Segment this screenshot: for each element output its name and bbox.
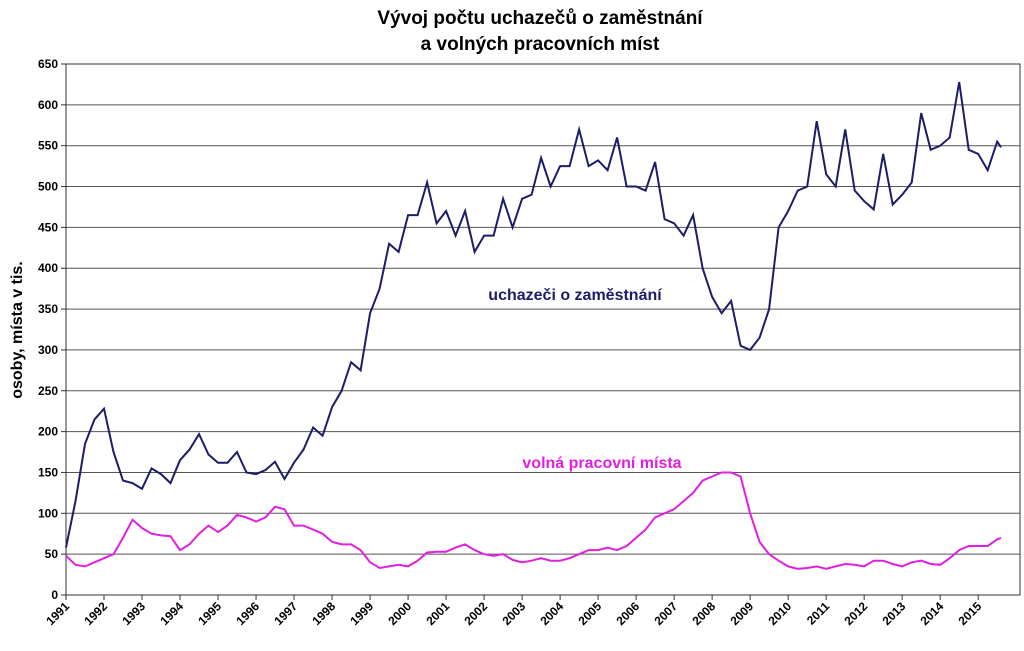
y-tick-label: 50 (45, 547, 59, 561)
y-tick-label: 550 (38, 139, 58, 153)
x-tick-label: 1991 (43, 599, 72, 628)
x-tick-label: 2015 (956, 599, 985, 628)
series-line (65, 81, 1002, 548)
x-tick-label: 1992 (81, 599, 110, 628)
chart-title: a volných pracovních míst (421, 34, 660, 55)
y-tick-label: 200 (38, 425, 58, 439)
y-axis-label: osoby, místa v tis. (9, 261, 26, 399)
x-tick-label: 2009 (727, 599, 756, 628)
y-tick-label: 250 (38, 384, 58, 398)
x-tick-label: 2010 (765, 599, 794, 628)
x-tick-label: 2002 (461, 599, 490, 628)
x-tick-label: 1995 (195, 599, 224, 628)
chart-title: Vývoj počtu uchazečů o zaměstnání (377, 8, 703, 29)
x-tick-label: 1998 (309, 599, 338, 628)
x-tick-label: 2005 (575, 599, 604, 628)
y-tick-label: 650 (38, 57, 58, 71)
y-tick-label: 600 (38, 98, 58, 112)
y-tick-label: 300 (38, 343, 58, 357)
plot-area: 0 50 100 150 200 250 300 350 400 450 500 550 600 650 1… (38, 57, 1021, 628)
x-tick-label: 2004 (537, 599, 566, 628)
annotation: volná pracovní místa (522, 455, 681, 472)
x-tick-label: 2007 (651, 599, 680, 628)
y-tick-label: 100 (38, 506, 58, 520)
y-tick-label: 400 (38, 261, 58, 275)
x-tick-label: 1996 (233, 599, 262, 628)
x-tick-label: 2013 (880, 599, 909, 628)
y-tick-label: 350 (38, 302, 58, 316)
x-tick-label: 2001 (423, 599, 452, 628)
y-tick-label: 500 (38, 180, 58, 194)
x-tick-label: 2014 (918, 599, 947, 628)
x-tick-label: 2003 (499, 599, 528, 628)
y-tick-label: 150 (38, 465, 58, 479)
x-tick-label: 1997 (271, 599, 300, 628)
series-line (65, 471, 1002, 570)
x-tick-label: 2008 (689, 599, 718, 628)
y-tick-label: 0 (51, 588, 58, 602)
x-tick-label: 1994 (157, 599, 186, 628)
plot-border (65, 63, 1021, 596)
x-tick-label: 1993 (119, 599, 148, 628)
x-tick-label: 1999 (347, 599, 376, 628)
x-tick-label: 2006 (613, 599, 642, 628)
x-tick-label: 2012 (842, 599, 871, 628)
x-tick-label: 2000 (385, 599, 414, 628)
x-tick-label: 2011 (804, 599, 833, 628)
annotation: uchazeči o zaměstnání (488, 287, 662, 304)
y-tick-label: 450 (38, 220, 58, 234)
